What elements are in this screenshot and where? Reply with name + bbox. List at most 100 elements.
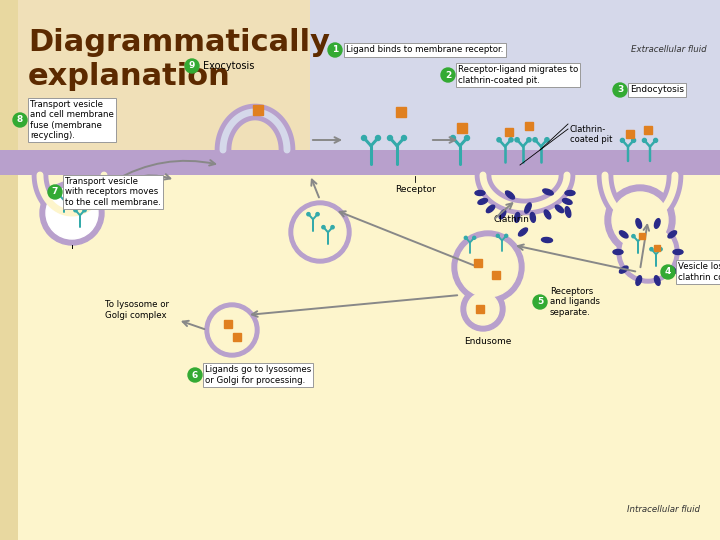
Ellipse shape bbox=[530, 212, 536, 222]
Text: Transport vesicle
and cell membrane
fuse (membrane
recycling).: Transport vesicle and cell membrane fuse… bbox=[30, 100, 114, 140]
Ellipse shape bbox=[562, 199, 572, 204]
Text: 4: 4 bbox=[665, 267, 671, 276]
Circle shape bbox=[631, 138, 636, 143]
Circle shape bbox=[48, 185, 62, 199]
FancyBboxPatch shape bbox=[0, 0, 720, 150]
Circle shape bbox=[307, 213, 310, 216]
Circle shape bbox=[642, 138, 647, 143]
Ellipse shape bbox=[668, 231, 677, 238]
Text: Exocytosis: Exocytosis bbox=[203, 61, 254, 71]
Circle shape bbox=[509, 138, 513, 142]
Text: 9: 9 bbox=[189, 62, 195, 71]
Circle shape bbox=[473, 237, 476, 239]
Circle shape bbox=[533, 138, 537, 142]
FancyBboxPatch shape bbox=[0, 0, 18, 540]
Circle shape bbox=[545, 138, 549, 142]
Circle shape bbox=[505, 234, 508, 237]
Ellipse shape bbox=[654, 219, 660, 228]
FancyBboxPatch shape bbox=[0, 0, 310, 150]
Circle shape bbox=[464, 136, 469, 140]
Text: Vesicle loses
clathrin coat.: Vesicle loses clathrin coat. bbox=[678, 262, 720, 282]
Text: Clathrin-
coated pit: Clathrin- coated pit bbox=[570, 125, 613, 144]
Circle shape bbox=[621, 138, 624, 143]
Circle shape bbox=[74, 208, 77, 212]
Circle shape bbox=[452, 231, 524, 303]
Ellipse shape bbox=[487, 205, 495, 213]
Circle shape bbox=[661, 265, 675, 279]
Circle shape bbox=[617, 221, 679, 283]
Circle shape bbox=[622, 226, 674, 278]
Text: Receptor: Receptor bbox=[395, 185, 436, 194]
Circle shape bbox=[654, 138, 657, 143]
Ellipse shape bbox=[505, 191, 515, 199]
Circle shape bbox=[294, 206, 346, 258]
Circle shape bbox=[322, 226, 325, 229]
Ellipse shape bbox=[565, 191, 575, 195]
Circle shape bbox=[316, 213, 319, 216]
Text: 1: 1 bbox=[332, 45, 338, 55]
Circle shape bbox=[650, 247, 653, 251]
Circle shape bbox=[331, 226, 334, 229]
Circle shape bbox=[40, 181, 104, 245]
Circle shape bbox=[496, 234, 499, 237]
Circle shape bbox=[533, 295, 547, 309]
Circle shape bbox=[497, 138, 501, 142]
Ellipse shape bbox=[654, 276, 660, 285]
Text: 5: 5 bbox=[537, 298, 543, 307]
Text: Clathrin: Clathrin bbox=[493, 215, 529, 225]
Circle shape bbox=[185, 59, 199, 73]
Text: Receptor-ligand migrates to
clathrin-coated pit.: Receptor-ligand migrates to clathrin-coa… bbox=[458, 65, 578, 85]
Circle shape bbox=[46, 187, 98, 239]
Text: Transport vesicle
with receptors moves
to the cell membrane.: Transport vesicle with receptors moves t… bbox=[65, 177, 161, 207]
Text: Receptors
and ligands
separate.: Receptors and ligands separate. bbox=[550, 287, 600, 317]
Text: 2: 2 bbox=[445, 71, 451, 79]
Text: 7: 7 bbox=[52, 187, 58, 197]
Circle shape bbox=[13, 113, 27, 127]
Text: To lysosome or
Golgi complex: To lysosome or Golgi complex bbox=[105, 300, 169, 320]
Circle shape bbox=[632, 234, 635, 238]
Ellipse shape bbox=[636, 276, 642, 285]
Circle shape bbox=[328, 43, 342, 57]
Ellipse shape bbox=[565, 207, 571, 218]
Ellipse shape bbox=[544, 210, 551, 219]
Circle shape bbox=[461, 287, 505, 331]
Text: 6: 6 bbox=[192, 370, 198, 380]
Circle shape bbox=[527, 138, 531, 142]
Circle shape bbox=[605, 185, 675, 255]
Ellipse shape bbox=[499, 210, 506, 219]
Text: Ligand binds to membrane receptor.: Ligand binds to membrane receptor. bbox=[346, 45, 503, 55]
Ellipse shape bbox=[619, 231, 628, 238]
Text: Ligands go to lysosomes
or Golgi for processing.: Ligands go to lysosomes or Golgi for pro… bbox=[205, 365, 311, 384]
Text: Endocytosis: Endocytosis bbox=[630, 85, 684, 94]
Ellipse shape bbox=[619, 266, 628, 273]
Circle shape bbox=[205, 303, 259, 357]
Ellipse shape bbox=[668, 266, 677, 273]
Circle shape bbox=[467, 293, 499, 325]
Text: Endusome: Endusome bbox=[464, 337, 512, 346]
Circle shape bbox=[387, 136, 392, 140]
Ellipse shape bbox=[525, 203, 531, 213]
FancyBboxPatch shape bbox=[0, 0, 310, 150]
Ellipse shape bbox=[543, 189, 553, 195]
Ellipse shape bbox=[515, 212, 520, 222]
Circle shape bbox=[612, 192, 668, 248]
Ellipse shape bbox=[555, 205, 564, 213]
Circle shape bbox=[402, 136, 407, 140]
Circle shape bbox=[451, 136, 456, 140]
Circle shape bbox=[58, 193, 61, 197]
Circle shape bbox=[464, 237, 467, 239]
FancyBboxPatch shape bbox=[0, 150, 720, 175]
Text: 8: 8 bbox=[17, 116, 23, 125]
Text: Diagrammatically: Diagrammatically bbox=[28, 28, 330, 57]
Text: Intracellular fluid: Intracellular fluid bbox=[627, 505, 700, 515]
Ellipse shape bbox=[475, 191, 485, 195]
Circle shape bbox=[659, 247, 662, 251]
Circle shape bbox=[188, 368, 202, 382]
Circle shape bbox=[458, 237, 518, 297]
Ellipse shape bbox=[541, 238, 552, 242]
Circle shape bbox=[83, 208, 86, 212]
Circle shape bbox=[376, 136, 380, 140]
Ellipse shape bbox=[478, 199, 487, 204]
Text: 3: 3 bbox=[617, 85, 623, 94]
Text: explanation: explanation bbox=[28, 62, 230, 91]
